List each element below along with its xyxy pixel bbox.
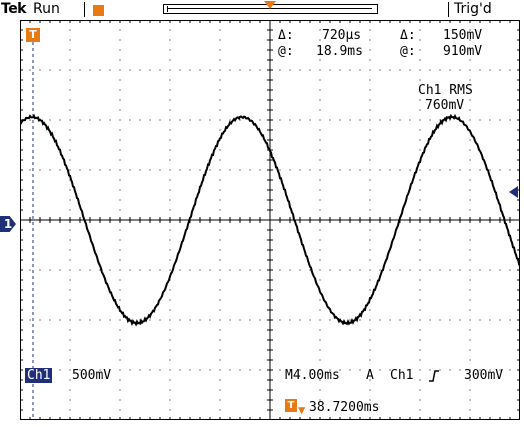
channel-scale: 500mV [72,368,112,383]
run-status: Run [33,1,60,17]
status-divider [84,2,85,17]
channel-badge[interactable]: Ch1 [25,368,53,383]
time-delta-symbol: Δ: [278,28,294,43]
time-at-value: 18.9ms [316,44,363,59]
volt-at-symbol: @: [400,44,416,59]
trigger-level-marker[interactable] [509,186,518,198]
trigger-position-icon: T [285,399,297,412]
measurement-value: 760mV [425,98,465,113]
volt-delta-value: 150mV [443,28,483,43]
volt-at-value: 910mV [443,44,483,59]
arrow-down-icon: ▼ [298,403,306,417]
trigger-source: Ch1 [390,368,414,383]
status-divider [448,2,449,17]
timebase-scale: M4.00ms [285,368,340,383]
trigger-point-icon [264,1,276,9]
ch1-waveform-trace [20,113,520,327]
brand-logo: Tek [1,1,27,17]
measurement-label: Ch1 RMS [418,83,473,98]
waveform-display[interactable] [20,20,520,420]
trigger-mode: A [366,368,374,383]
time-delta-value: 720µs [322,28,362,43]
trigger-marker-icon[interactable]: T [26,28,40,42]
time-at-symbol: @: [278,44,294,59]
trigger-position-value: 38.7200ms [309,400,380,415]
rising-edge-icon [429,370,439,382]
trigger-position-icon [93,5,104,16]
volt-delta-symbol: Δ: [400,28,416,43]
grid-center-axes [20,20,520,420]
trigger-status: Trig'd [454,1,492,17]
trigger-level: 300mV [464,368,504,383]
ch1-ground-marker[interactable]: 1 [0,216,16,232]
